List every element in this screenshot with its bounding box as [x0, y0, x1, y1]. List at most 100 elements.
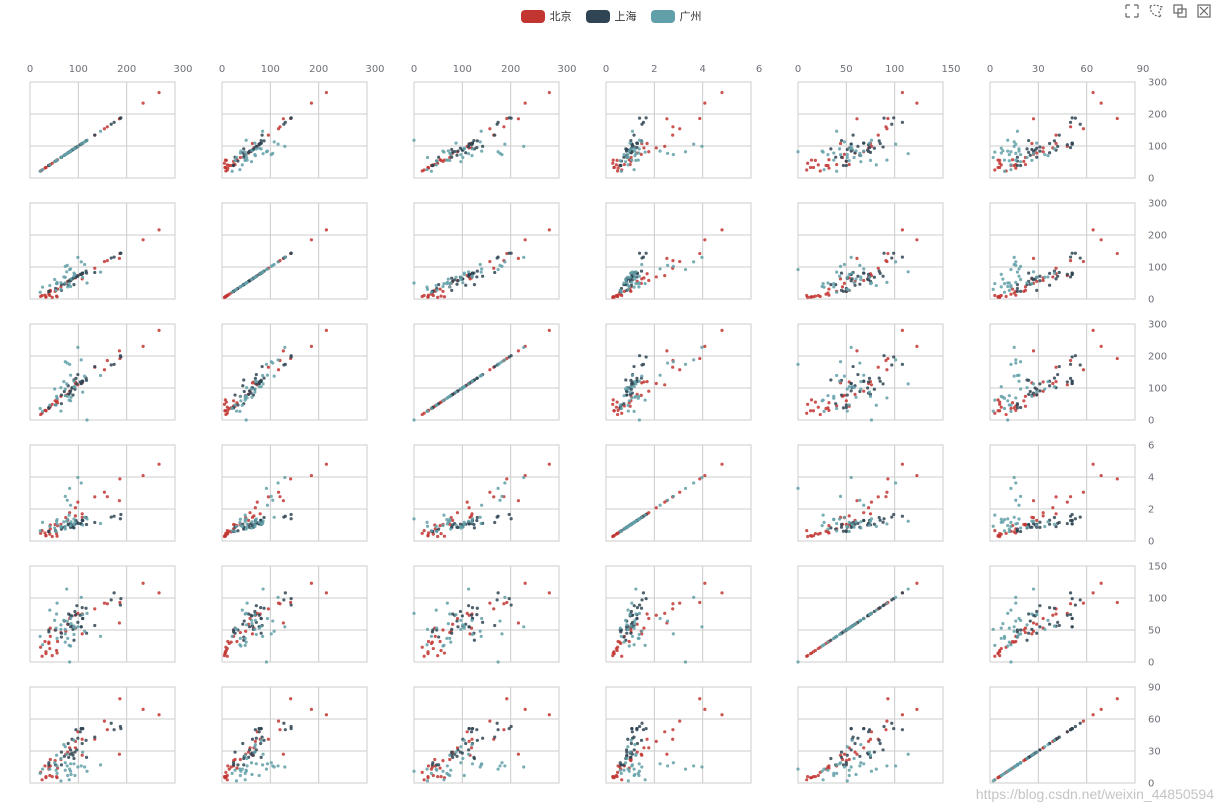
point-2-2 — [999, 517, 1003, 521]
point-2-30 — [85, 418, 89, 422]
point-2-29 — [894, 142, 898, 146]
point-1-29 — [283, 120, 287, 124]
point-2-26 — [993, 643, 997, 647]
point-1-15 — [493, 364, 497, 369]
point-2-28 — [496, 767, 500, 771]
point-0-27 — [105, 259, 109, 263]
point-2-27 — [832, 282, 836, 286]
legend-item-guangzhou[interactable]: 广州 — [650, 8, 702, 24]
point-1-13 — [262, 606, 266, 610]
point-2-30 — [244, 517, 248, 521]
point-1-29 — [112, 514, 116, 518]
point-0-21 — [253, 739, 257, 744]
point-2-29 — [1014, 481, 1018, 485]
legend-item-beijing[interactable]: 北京 — [520, 8, 572, 24]
point-0-6 — [842, 281, 847, 285]
point-2-24 — [1015, 373, 1019, 378]
point-1-20 — [250, 737, 255, 741]
point-0-8 — [720, 90, 724, 95]
point-2-30 — [869, 138, 874, 142]
point-2-27 — [445, 518, 449, 522]
point-2-0 — [40, 409, 45, 413]
point-1-26 — [431, 628, 435, 632]
brush-polygon-icon[interactable] — [1148, 3, 1164, 19]
point-2-28 — [683, 267, 688, 272]
point-0-23 — [827, 293, 831, 297]
point-0-28 — [671, 133, 675, 137]
point-1-30 — [509, 354, 513, 358]
point-2-11 — [1025, 525, 1029, 529]
point-1-12 — [74, 376, 78, 380]
point-2-21 — [69, 762, 73, 766]
point-2-24 — [98, 129, 103, 133]
point-2-24 — [261, 634, 265, 639]
point-2-13 — [858, 498, 862, 502]
point-0-22 — [1065, 500, 1069, 504]
point-0-26 — [915, 238, 919, 242]
point-2-21 — [480, 267, 484, 271]
point-1-25 — [1015, 630, 1019, 634]
brush-clear-icon[interactable] — [1196, 3, 1212, 19]
grid-cell-4-3 — [605, 565, 752, 664]
point-0-18 — [627, 639, 631, 644]
point-2-11 — [852, 155, 856, 160]
point-0-21 — [654, 613, 658, 617]
point-0-15 — [808, 295, 813, 299]
point-2-5 — [1014, 601, 1018, 605]
point-2-7 — [1030, 282, 1034, 286]
point-1-15 — [1057, 520, 1061, 525]
point-2-2 — [66, 394, 70, 398]
point-1-1 — [450, 288, 454, 292]
point-1-25 — [1015, 406, 1019, 410]
point-0-26 — [309, 707, 314, 712]
point-1-1 — [839, 750, 844, 754]
point-1-21 — [630, 380, 634, 384]
point-2-28 — [796, 150, 800, 154]
point-2-3 — [619, 169, 623, 173]
point-0-0 — [615, 400, 619, 404]
point-0-29 — [629, 289, 633, 293]
point-1-18 — [1038, 274, 1042, 278]
point-0-27 — [884, 495, 888, 499]
point-2-20 — [63, 281, 67, 285]
point-2-30 — [412, 611, 416, 615]
legend: 北京 上海 广州 — [0, 8, 1222, 24]
brush-keep-icon[interactable] — [1172, 3, 1188, 19]
point-1-23 — [109, 363, 113, 367]
point-1-15 — [851, 133, 855, 137]
brush-rect-icon[interactable] — [1124, 3, 1140, 19]
point-1-14 — [1048, 606, 1052, 610]
point-2-8 — [261, 752, 265, 756]
point-0-12 — [238, 155, 242, 160]
point-1-30 — [1073, 724, 1077, 729]
point-2-20 — [826, 768, 830, 772]
point-0-25 — [276, 490, 281, 494]
point-1-24 — [242, 763, 246, 767]
point-2-25 — [272, 374, 276, 378]
point-0-13 — [645, 272, 649, 276]
point-2-7 — [634, 282, 638, 286]
point-2-30 — [412, 281, 416, 285]
point-0-15 — [808, 776, 813, 780]
point-0-29 — [441, 628, 445, 632]
point-1-10 — [84, 522, 89, 527]
point-1-11 — [856, 372, 860, 377]
grid-cell-0-5 — [989, 81, 1136, 179]
point-2-0 — [40, 520, 45, 524]
point-2-14 — [253, 750, 257, 754]
point-2-1 — [446, 277, 450, 281]
point-1-12 — [475, 146, 479, 150]
point-1-11 — [1056, 620, 1060, 624]
point-0-25 — [885, 368, 889, 372]
point-2-27 — [832, 518, 836, 522]
point-0-13 — [1054, 612, 1058, 616]
point-2-27 — [55, 396, 59, 400]
point-0-14 — [838, 141, 843, 146]
point-2-3 — [429, 169, 433, 173]
point-0-19 — [224, 645, 228, 649]
point-2-10 — [69, 284, 73, 289]
point-2-25 — [272, 629, 276, 633]
point-1-27 — [458, 750, 462, 754]
point-2-16 — [1007, 529, 1011, 534]
legend-item-shanghai[interactable]: 上海 — [585, 8, 637, 24]
